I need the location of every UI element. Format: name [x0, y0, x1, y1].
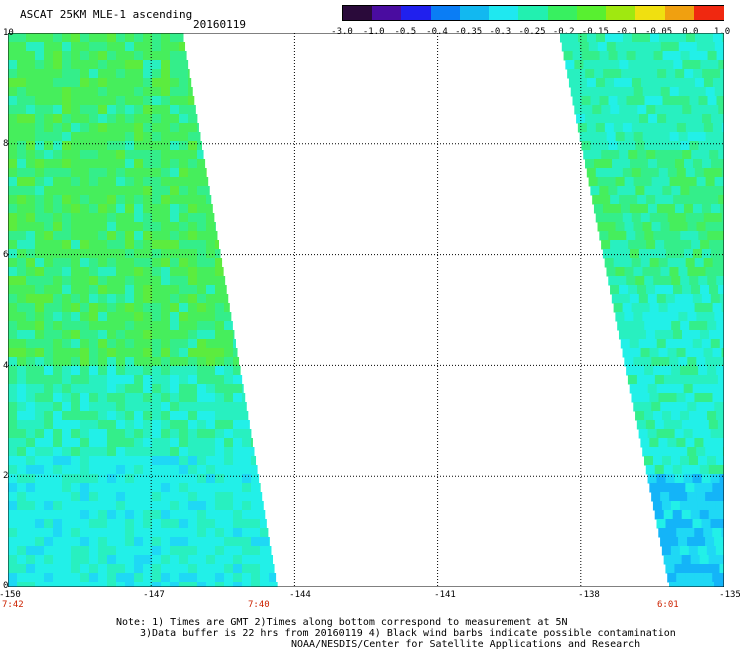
note-line-3: NOAA/NESDIS/Center for Satellite Applica…	[291, 639, 641, 650]
swath-right	[560, 33, 724, 587]
colorbar-tick: -0.1	[616, 27, 638, 37]
colorbar-tick: 0.0	[682, 27, 699, 37]
colorbar-segment	[430, 6, 461, 20]
gridlines	[8, 33, 724, 587]
note-line-1: Note: 1) Times are GMT 2)Times along bot…	[116, 617, 568, 628]
y-tick-8: 8	[3, 139, 9, 149]
colorbar-segment	[459, 6, 491, 20]
colorbar-segment	[343, 6, 374, 20]
map-title: ASCAT 25KM MLE-1 ascending	[20, 8, 193, 21]
colorbar-segment	[372, 6, 403, 20]
colorbar-tick: -0.4	[426, 27, 448, 37]
map-date: 20160119	[193, 18, 246, 31]
x-tick-147: -147	[143, 590, 165, 600]
note-line-2: 3)Data buffer is 22 hrs from 20160119 4)…	[140, 628, 676, 639]
colorbar-segment	[664, 6, 695, 20]
time-label-right: 6:01	[657, 600, 679, 610]
x-tick-144: -144	[289, 590, 311, 600]
y-tick-0: 0	[3, 581, 9, 591]
colorbar	[342, 5, 724, 21]
time-label-mid: 7:40	[248, 600, 270, 610]
x-tick-138: -138	[578, 590, 600, 600]
x-tick-150: -150	[0, 590, 21, 600]
colorbar-tick: -0.2	[552, 27, 575, 37]
colorbar-tick: -0.5	[394, 27, 417, 37]
colorbar-segment	[518, 6, 549, 20]
y-tick-6: 6	[3, 250, 9, 260]
x-tick-141: -141	[434, 590, 456, 600]
ascat-map	[8, 33, 724, 587]
colorbar-tick: -0.3	[489, 27, 512, 37]
colorbar-tick: 1.0	[713, 27, 731, 37]
colorbar-segment	[635, 6, 666, 20]
colorbar-segment	[693, 6, 724, 20]
y-tick-4: 4	[3, 361, 9, 371]
colorbar-segment	[489, 6, 520, 20]
colorbar-segment	[606, 6, 637, 20]
time-label-left: 7:42	[2, 600, 24, 610]
y-tick-2: 2	[3, 471, 9, 481]
swath-left	[8, 33, 278, 587]
y-tick-10: 10	[3, 28, 14, 38]
colorbar-segment	[576, 6, 608, 20]
colorbar-tick: -0.05	[645, 27, 673, 37]
x-tick-135: -135	[719, 590, 740, 600]
colorbar-tick: -0.25	[518, 27, 546, 37]
colorbar-tick: -0.15	[581, 27, 609, 37]
colorbar-tick: -1.0	[362, 27, 385, 37]
colorbar-segment	[547, 6, 578, 20]
colorbar-segment	[401, 6, 432, 20]
colorbar-tick: -0.35	[455, 27, 483, 37]
colorbar-tick: -3.0	[331, 27, 353, 37]
